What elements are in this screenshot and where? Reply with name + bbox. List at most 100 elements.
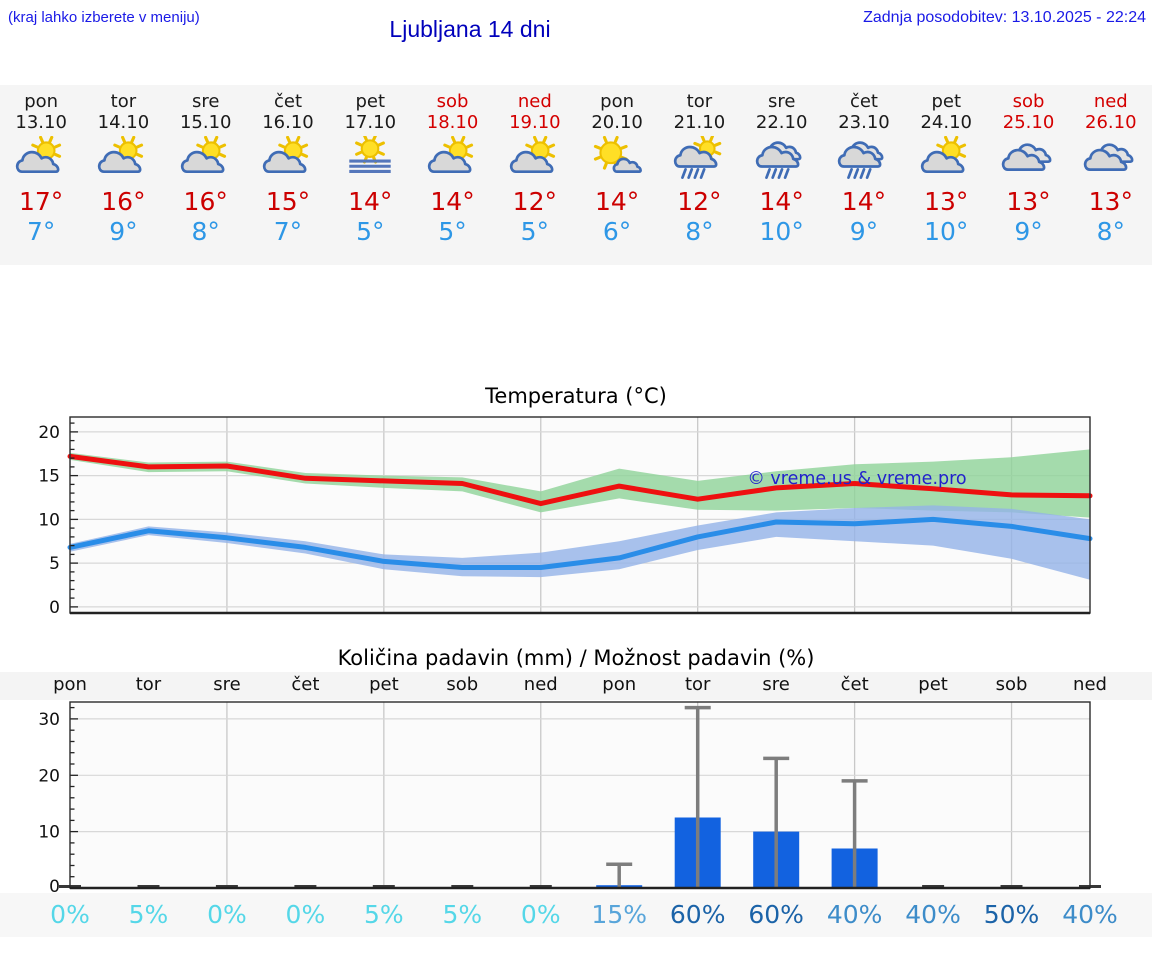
- precip-probability: 40%: [1062, 900, 1118, 929]
- low-temp: 7°: [273, 217, 303, 246]
- copyright-watermark: © vreme.us & vreme.pro: [747, 469, 966, 489]
- forecast-day[interactable]: sob 18.10 14° 5°: [411, 85, 493, 265]
- page-header: (kraj lahko izberete v meniju) Ljubljana…: [0, 0, 1152, 85]
- forecast-day[interactable]: pet 17.10 14° 5°: [329, 85, 411, 265]
- sun-cloud-rain-icon: [674, 136, 722, 179]
- high-temp: 16°: [183, 187, 228, 216]
- precip-probability: 0%: [207, 900, 247, 929]
- precip-day-label: sre: [213, 674, 241, 695]
- forecast-day[interactable]: sre 22.10 14° 10°: [741, 85, 823, 265]
- low-temp: 8°: [191, 217, 220, 246]
- precip-zero-tick: [529, 885, 552, 888]
- y-axis-label: 0: [49, 877, 60, 893]
- low-temp: 10°: [924, 217, 969, 246]
- forecast-day[interactable]: sob 25.10 13° 9°: [987, 85, 1069, 265]
- day-date: 25.10: [1002, 112, 1055, 133]
- precipitation-chart-title: Količina padavin (mm) / Možnost padavin …: [337, 646, 815, 670]
- forecast-day[interactable]: pon 13.10 17° 7°: [0, 85, 82, 265]
- day-name: pet: [931, 91, 962, 112]
- precip-probability: 5%: [364, 900, 404, 929]
- precip-day-label: pon: [602, 674, 637, 695]
- high-temp: 13°: [1006, 187, 1051, 216]
- cloudy-icon: [1083, 143, 1134, 171]
- cloudy-icon: [1001, 143, 1051, 171]
- precip-zero-tick: [294, 885, 317, 888]
- partly-cloudy-icon: [921, 136, 967, 174]
- y-axis-label: 30: [38, 710, 60, 730]
- cloud-rain-icon: [755, 141, 802, 179]
- cloud-rain-icon: [837, 141, 884, 179]
- page-title: Ljubljana 14 dni: [389, 16, 551, 42]
- day-date: 19.10: [509, 112, 561, 133]
- partly-cloudy-icon: [180, 136, 226, 174]
- low-temp: 9°: [109, 217, 138, 246]
- precip-probability: 15%: [591, 900, 648, 929]
- precip-zero-tick: [451, 885, 474, 888]
- forecast-day[interactable]: čet 23.10 14° 9°: [823, 85, 905, 265]
- y-axis-label: 20: [38, 423, 60, 443]
- y-axis-label: 15: [38, 467, 60, 487]
- precip-probability: 0%: [520, 900, 561, 929]
- forecast-day[interactable]: pon 20.10 14° 6°: [576, 85, 658, 265]
- low-temp: 7°: [26, 217, 56, 246]
- y-axis-label: 10: [38, 510, 60, 530]
- precip-zero-tick: [1000, 885, 1023, 888]
- day-name: ned: [517, 91, 552, 112]
- day-date: 21.10: [673, 112, 726, 133]
- precip-day-label: ned: [1073, 674, 1107, 695]
- high-temp: 16°: [101, 187, 146, 216]
- high-temp: 12°: [677, 187, 722, 216]
- precip-day-label: pet: [369, 674, 399, 695]
- weather-icon-box: [411, 134, 493, 186]
- day-name: pon: [600, 91, 635, 112]
- day-date: 20.10: [591, 112, 643, 133]
- day-date: 13.10: [15, 112, 67, 133]
- precip-probability-row: 0% 5% 0% 0% 5% 5% 0% 15% 60% 60% 40% 40% 50% 40%: [0, 893, 1152, 937]
- forecast-day[interactable]: ned 26.10 13° 8°: [1070, 85, 1152, 265]
- day-name: čet: [273, 91, 302, 112]
- forecast-day[interactable]: pet 24.10 13° 10°: [905, 85, 987, 265]
- precip-day-label: pon: [53, 674, 87, 695]
- precip-probability: 0%: [285, 900, 326, 929]
- day-date: 18.10: [426, 112, 479, 133]
- precip-probability: 0%: [50, 900, 90, 929]
- precip-day-label: ned: [523, 674, 558, 695]
- forecast-day[interactable]: čet 16.10 15° 7°: [247, 85, 329, 265]
- y-axis-label: 20: [38, 766, 60, 786]
- temperature-chart: 0 5 10 15 20 © vreme.us & vreme.pro: [38, 416, 1093, 617]
- day-date: 15.10: [179, 112, 232, 133]
- y-axis-label: 0: [49, 598, 60, 617]
- weather-icon-box: [82, 134, 164, 186]
- weather-icon-box: [823, 134, 905, 186]
- day-name: ned: [1093, 91, 1128, 112]
- forecast-day[interactable]: sre 15.10 16° 8°: [165, 85, 247, 265]
- low-temp: 6°: [602, 217, 632, 246]
- temperature-line: [67, 516, 1093, 570]
- weather-icon-box: [987, 134, 1069, 186]
- weather-icon-box: [1070, 134, 1152, 186]
- y-axis-label: 5: [49, 554, 60, 574]
- precip-probability: 50%: [983, 900, 1040, 929]
- forecast-strip: pon 13.10 17° 7° tor 14.10 16° 9° sre 15.10 16° 8° č…: [0, 85, 1152, 265]
- low-temp: 5°: [520, 217, 550, 246]
- precip-zero-tick: [137, 885, 160, 888]
- forecast-day[interactable]: ned 19.10 12° 5°: [494, 85, 576, 265]
- precip-day-label: tor: [135, 674, 162, 695]
- forecast-day[interactable]: tor 21.10 12° 8°: [658, 85, 740, 265]
- precip-zero-tick: [215, 885, 238, 888]
- low-temp: 9°: [1014, 217, 1043, 246]
- weather-icon-box: [494, 134, 576, 186]
- day-date: 16.10: [262, 112, 314, 133]
- uncertainty-band: [70, 449, 1090, 518]
- precip-day-label: sob: [446, 674, 479, 695]
- day-date: 24.10: [920, 112, 972, 133]
- precip-day-label-row: pon tor sre čet pet sob ned pon tor sre čet pet sob n…: [0, 672, 1152, 700]
- high-temp: 15°: [265, 187, 311, 216]
- partly-cloudy-icon: [509, 136, 555, 174]
- day-date: 17.10: [344, 112, 397, 133]
- high-temp: 17°: [18, 187, 64, 216]
- forecast-day[interactable]: tor 14.10 16° 9°: [82, 85, 164, 265]
- precipitation-chart: 0 10 20 30: [38, 701, 1101, 893]
- precip-probability: 60%: [669, 900, 726, 929]
- weather-icon-box: [658, 134, 740, 186]
